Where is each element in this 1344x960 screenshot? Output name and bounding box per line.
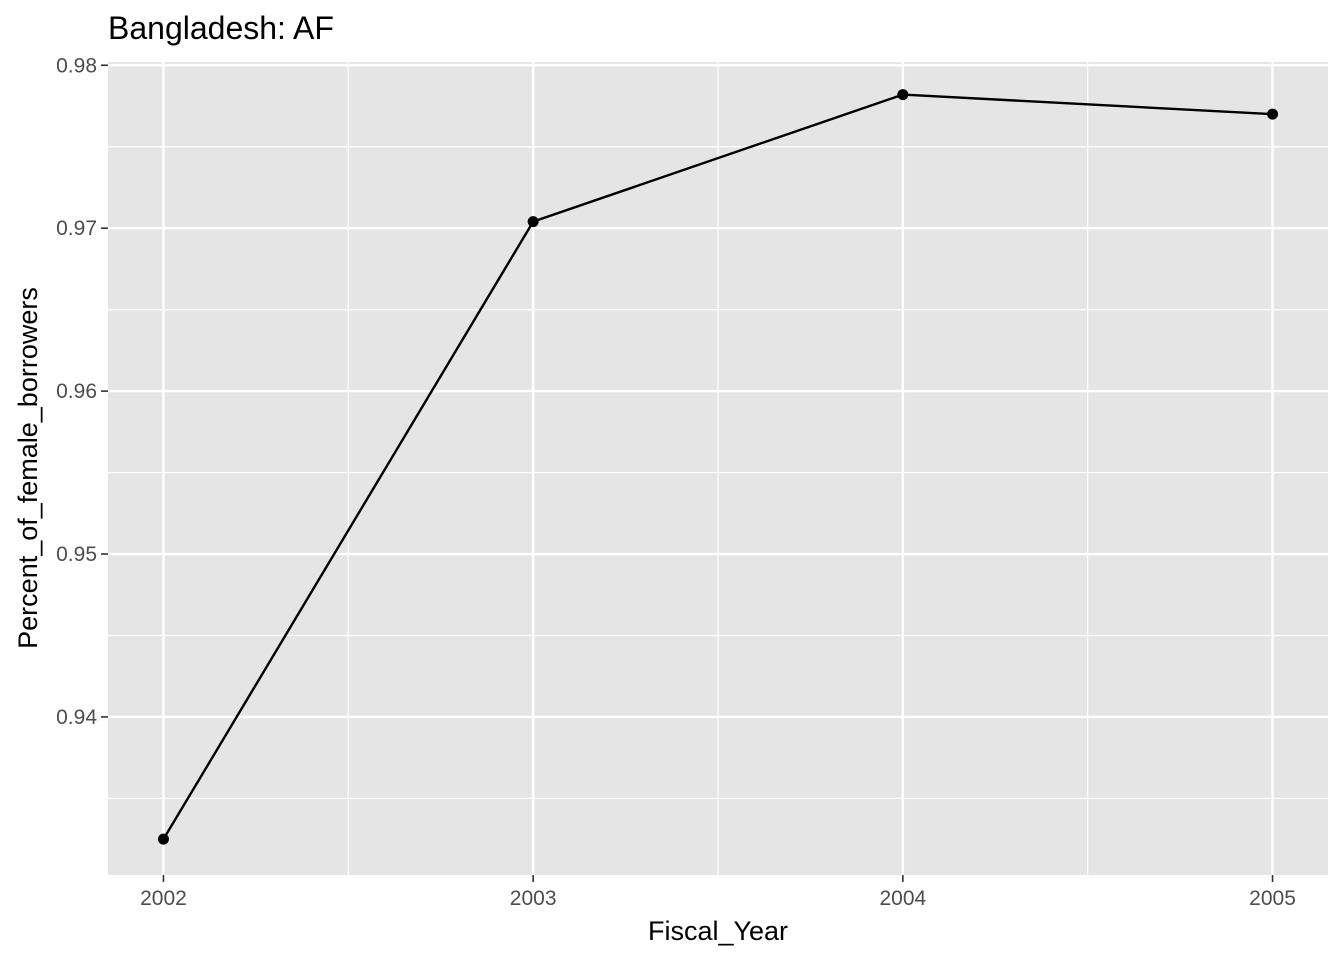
x-tick-label: 2005 (1249, 887, 1296, 910)
y-tick-label: 0.95 (56, 543, 97, 566)
y-tick-label: 0.97 (56, 217, 97, 240)
chart-title: Bangladesh: AF (108, 10, 334, 46)
data-point (897, 89, 909, 101)
y-tick-label: 0.94 (56, 706, 97, 729)
series-layer (157, 89, 1279, 845)
gridlines (108, 62, 1328, 875)
data-point (157, 833, 169, 845)
y-tick-label: 0.96 (56, 380, 97, 403)
x-tick-label: 2002 (140, 887, 187, 910)
y-axis-title: Percent_of_female_borrowers (13, 287, 43, 649)
x-axis-title: Fiscal_Year (648, 916, 788, 946)
x-tick-label: 2003 (510, 887, 557, 910)
x-tick-label: 2004 (879, 887, 926, 910)
axes: 2002 2003 2004 2005 0.94 0.95 0.96 0.97 0.98 (56, 54, 1296, 910)
series-line (162, 93, 1273, 840)
data-point (527, 216, 539, 228)
y-tick-label: 0.98 (56, 54, 97, 77)
data-point (1267, 108, 1279, 120)
